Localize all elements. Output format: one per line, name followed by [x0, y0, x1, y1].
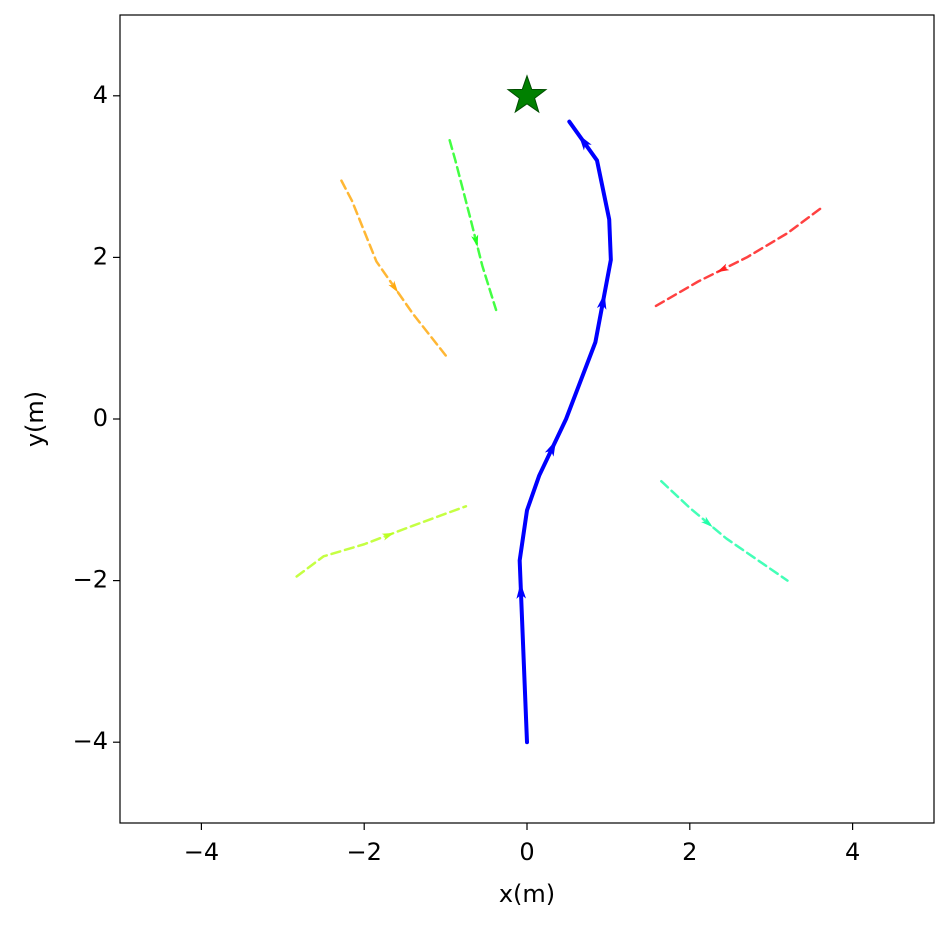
direction-arrow — [701, 516, 713, 528]
y-tick-label: 4 — [93, 81, 108, 109]
trajectory-line — [295, 505, 468, 578]
direction-arrow — [471, 234, 479, 248]
y-tick-label: −2 — [73, 566, 108, 594]
x-tick-label: −4 — [184, 838, 219, 866]
x-tick-label: 2 — [682, 838, 697, 866]
x-tick-label: 4 — [845, 838, 860, 866]
x-tick-label: −2 — [347, 838, 382, 866]
direction-arrow — [544, 440, 557, 457]
x-tick-label: 0 — [519, 838, 534, 866]
y-tick-label: 0 — [93, 404, 108, 432]
trajectory-line — [651, 207, 822, 309]
direction-arrow — [381, 532, 395, 541]
direction-arrow — [716, 263, 730, 273]
y-tick-label: 2 — [93, 242, 108, 270]
direction-arrow — [578, 134, 592, 151]
trajectory-line — [517, 119, 613, 745]
x-axis-label: x(m) — [499, 880, 555, 908]
goal-star — [506, 74, 548, 114]
trajectory-line — [448, 138, 498, 312]
trajectory-line — [660, 479, 789, 582]
y-axis-label: y(m) — [21, 391, 49, 447]
direction-arrow — [596, 293, 607, 310]
direction-arrow — [388, 280, 399, 293]
trajectory-line — [340, 179, 450, 360]
y-tick-label: −4 — [73, 727, 108, 755]
direction-arrow — [516, 582, 527, 599]
